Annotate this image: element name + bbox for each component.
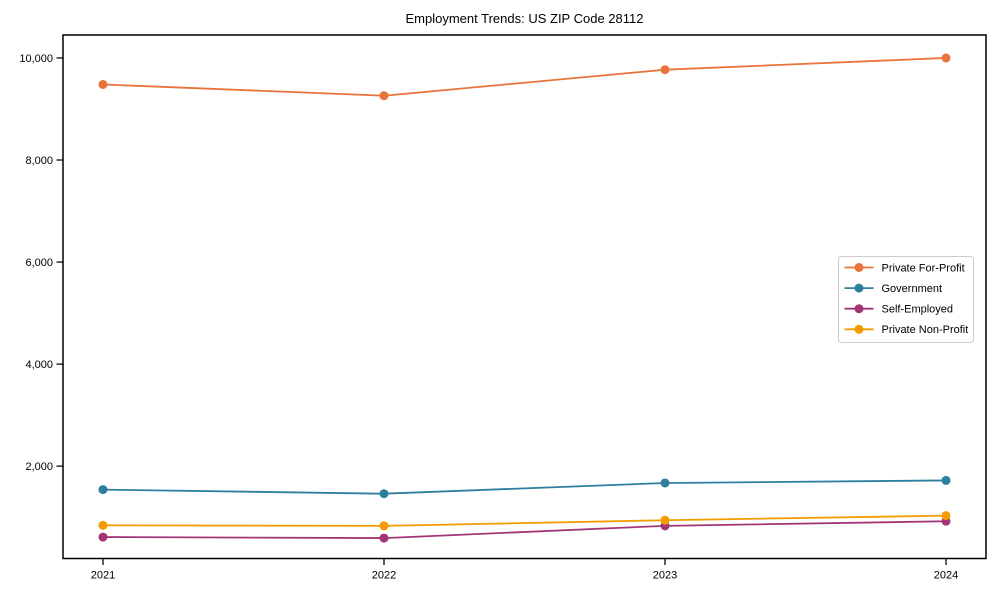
series-line-government bbox=[102, 479, 947, 495]
series-line-private-non-profit bbox=[102, 514, 947, 527]
data-point-marker-self-employed bbox=[98, 532, 108, 542]
chart-title: Employment Trends: US ZIP Code 28112 bbox=[405, 11, 644, 26]
series-line-self-employed bbox=[102, 520, 947, 539]
data-point-marker-private-for-profit bbox=[98, 79, 108, 89]
data-point-marker-government bbox=[379, 489, 389, 499]
y-tick-label: 4,000 bbox=[25, 359, 53, 371]
data-point-marker-private-for-profit bbox=[660, 65, 670, 75]
legend-marker-self-employed bbox=[854, 304, 864, 314]
data-point-marker-private-for-profit bbox=[941, 53, 951, 63]
data-point-marker-government bbox=[660, 478, 670, 488]
data-point-marker-private-non-profit bbox=[941, 511, 951, 521]
y-tick-label: 10,000 bbox=[19, 53, 53, 65]
y-tick-label: 8,000 bbox=[25, 155, 53, 167]
data-point-marker-private-non-profit bbox=[98, 520, 108, 530]
plot-border bbox=[62, 34, 987, 560]
legend-marker-private-non-profit bbox=[854, 324, 864, 334]
legend-label-government: Government bbox=[882, 283, 943, 295]
legend-label-private-non-profit: Private Non-Profit bbox=[882, 324, 969, 336]
legend-marker-private-for-profit bbox=[854, 263, 864, 272]
x-tick-label: 2024 bbox=[934, 570, 958, 582]
x-tick-label: 2023 bbox=[653, 570, 677, 582]
y-tick-label: 2,000 bbox=[25, 461, 53, 473]
x-tick-label: 2022 bbox=[372, 570, 396, 582]
legend-marker-government bbox=[854, 283, 864, 293]
data-point-marker-private-non-profit bbox=[379, 521, 389, 531]
data-point-marker-government bbox=[98, 485, 108, 495]
legend-label-private-for-profit: Private For-Profit bbox=[882, 262, 965, 274]
data-point-marker-private-for-profit bbox=[379, 91, 389, 101]
x-tick-label: 2021 bbox=[91, 570, 115, 582]
data-point-marker-government bbox=[941, 475, 951, 485]
data-point-marker-self-employed bbox=[379, 533, 389, 543]
data-point-marker-private-non-profit bbox=[660, 515, 670, 525]
y-tick-label: 6,000 bbox=[25, 257, 53, 269]
series-line-private-for-profit bbox=[102, 57, 947, 97]
legend-box bbox=[838, 256, 974, 343]
legend-label-self-employed: Self-Employed bbox=[882, 304, 954, 316]
